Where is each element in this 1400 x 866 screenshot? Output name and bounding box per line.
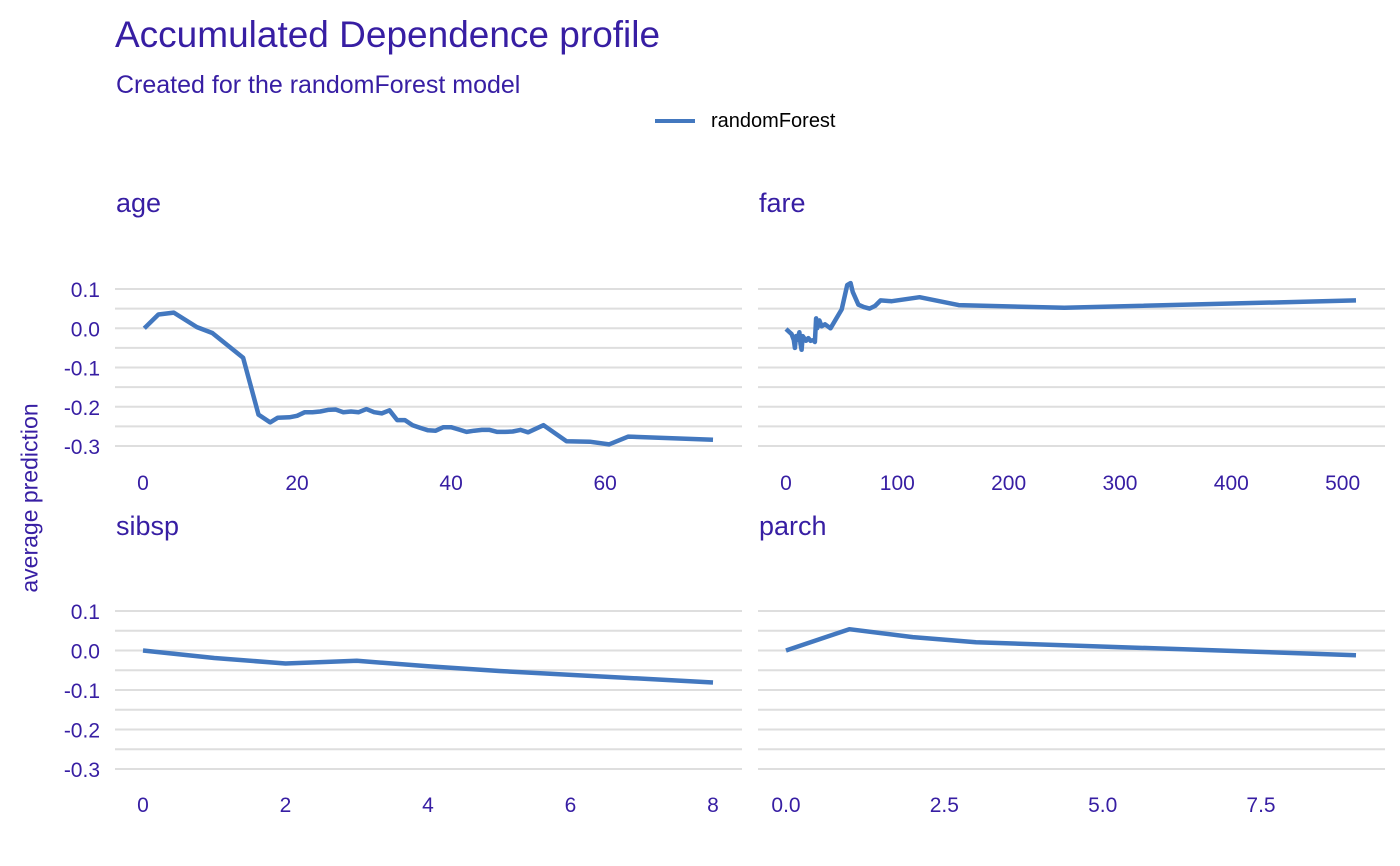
x-tick-label: 20 [285, 472, 308, 495]
legend-key-line [655, 119, 695, 123]
series-line-fare [784, 280, 1357, 353]
x-tick-label: 300 [1102, 472, 1137, 495]
x-tick-label: 2.5 [930, 794, 959, 817]
y-tick-label: -0.1 [64, 358, 100, 381]
y-tick-label: 0.1 [71, 601, 100, 624]
y-tick-label: -0.1 [64, 680, 100, 703]
y-tick-label: 0.1 [71, 279, 100, 302]
x-tick-label: 5.0 [1088, 794, 1117, 817]
x-tick-label: 6 [565, 794, 577, 817]
legend-label: randomForest [711, 109, 836, 132]
x-tick-label: 4 [422, 794, 434, 817]
x-tick-label: 0 [137, 472, 149, 495]
x-tick-label: 2 [280, 794, 292, 817]
panel-label-age: age [116, 188, 161, 218]
x-tick-label: 7.5 [1246, 794, 1275, 817]
x-tick-label: 0.0 [771, 794, 800, 817]
panel-fare: fare 0 100 200 300 400 500 [758, 188, 1385, 495]
panel-label-fare: fare [759, 188, 806, 218]
chart-title: Accumulated Dependence profile [115, 14, 661, 55]
x-tick-label: 500 [1325, 472, 1360, 495]
chart-subtitle: Created for the randomForest model [116, 71, 521, 99]
panel-age: age 0.1 0.0 -0.1 -0.2 -0.3 0 20 40 60 [64, 188, 742, 495]
y-tick-label: -0.2 [64, 720, 100, 743]
x-tick-label: 0 [780, 472, 792, 495]
x-tick-label: 60 [593, 472, 616, 495]
x-tick-label: 200 [991, 472, 1026, 495]
y-tick-label: -0.2 [64, 397, 100, 420]
x-tick-label: 400 [1214, 472, 1249, 495]
panel-label-sibsp: sibsp [116, 511, 179, 541]
x-tick-label: 0 [137, 794, 149, 817]
x-tick-label: 40 [439, 472, 462, 495]
x-tick-label: 8 [707, 794, 719, 817]
y-tick-label: -0.3 [64, 759, 100, 782]
y-tick-label: 0.0 [71, 641, 100, 664]
series-line-parch [785, 626, 1357, 658]
legend: randomForest [655, 106, 836, 136]
panel-label-parch: parch [759, 511, 827, 541]
panel-sibsp: sibsp 0.1 0.0 -0.1 -0.2 -0.3 0 2 4 6 8 [64, 511, 742, 817]
panel-parch: parch 0.0 2.5 5.0 7.5 [758, 511, 1385, 817]
series-line-age [142, 310, 714, 447]
series-line-sibsp [142, 648, 714, 685]
y-tick-label: 0.0 [71, 318, 100, 341]
x-tick-label: 100 [880, 472, 915, 495]
y-tick-label: -0.3 [64, 436, 100, 459]
